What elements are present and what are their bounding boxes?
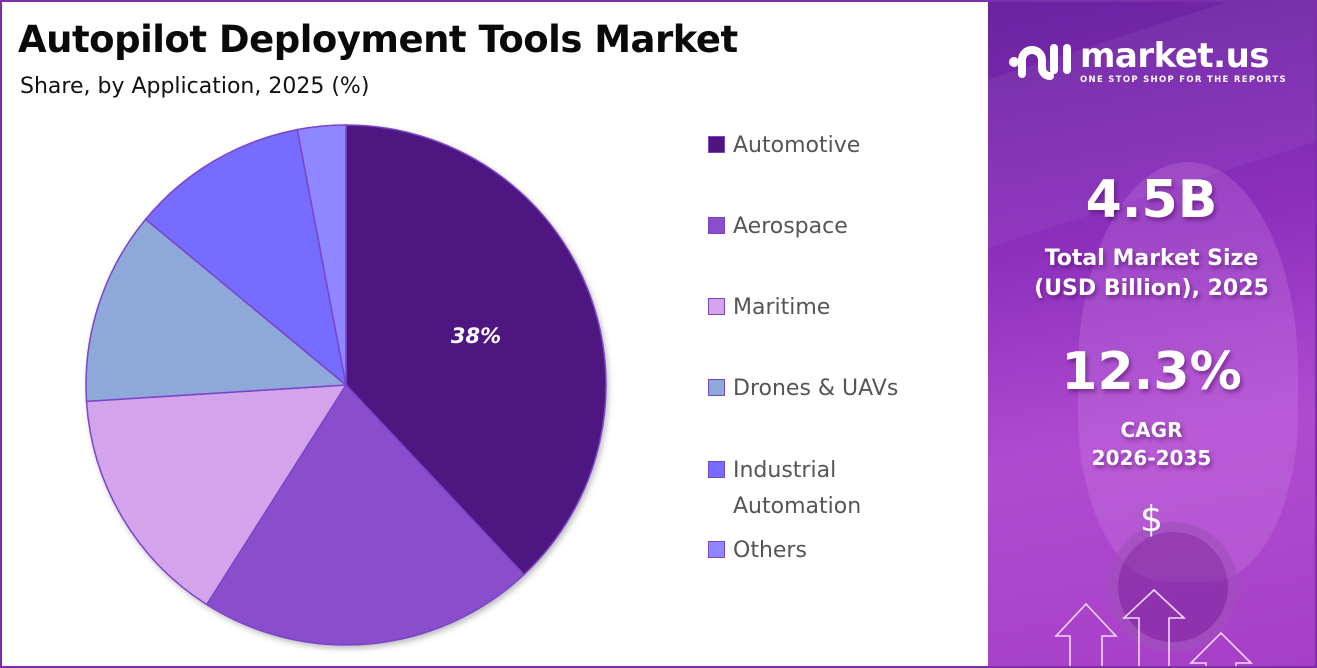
legend-swatch [708, 217, 725, 234]
pie-slice-aerospace [205, 383, 526, 646]
pie-slice-automotive [345, 124, 607, 576]
background-decoration [1078, 162, 1298, 582]
legend-label-line2: Automation [733, 494, 862, 519]
legend-label: Others [733, 538, 807, 563]
slice-label-automotive: 38% [451, 324, 501, 348]
cagr-label-line1: CAGR [1120, 418, 1183, 442]
dollar-icon: $ [1140, 499, 1163, 540]
market-size-label-line1: Total Market Size [1044, 246, 1259, 271]
summary-panel: market.us ONE STOP SHOP FOR THE REPORTS … [988, 2, 1315, 666]
legend-label: Automotive [733, 133, 861, 158]
pie-slice-maritime [85, 384, 348, 606]
cagr-label: CAGR 2026-2035 [988, 416, 1315, 472]
brand-logo: market.us ONE STOP SHOP FOR THE REPORTS [1008, 38, 1287, 86]
legend-label-line1: Industrial [733, 458, 837, 483]
brand-tagline: ONE STOP SHOP FOR THE REPORTS [1080, 75, 1287, 85]
legend-item-aerospace: Aerospace [708, 209, 848, 245]
legend-item-automotive: Automotive [708, 128, 860, 164]
pie-slice-drones [85, 218, 348, 403]
legend-item-maritime: Maritime [708, 290, 830, 326]
legend-label: Drones & UAVs [733, 376, 899, 401]
chart-title: Autopilot Deployment Tools Market [18, 18, 738, 61]
legend-label: Maritime [733, 295, 831, 320]
legend-item-industrial-automation: Industrial Automation [708, 453, 861, 525]
cagr-value: 12.3% [1061, 342, 1242, 402]
brand-name: market.us [1080, 36, 1270, 76]
growth-arrows-icon [1054, 588, 1253, 666]
coffee-cup-decoration [1108, 522, 1238, 652]
legend-swatch [708, 541, 725, 558]
market-size-label: Total Market Size (USD Billion), 2025 [988, 244, 1315, 304]
legend-swatch [708, 136, 725, 153]
market-us-logo-icon [1009, 44, 1071, 80]
pie-slice-industrial-automation [144, 128, 348, 387]
market-size-value: 4.5B [1085, 170, 1218, 230]
market-size-label-line2: (USD Billion), 2025 [1034, 276, 1269, 301]
legend-item-drones: Drones & UAVs [708, 371, 898, 407]
cagr-label-line2: 2026-2035 [1091, 446, 1212, 470]
legend-swatch [708, 298, 725, 315]
pie-chart: 38% [85, 124, 607, 646]
legend-label: Aerospace [733, 214, 848, 239]
chart-subtitle: Share, by Application, 2025 (%) [20, 74, 370, 99]
pie-slice-others [296, 124, 347, 386]
legend-swatch [708, 461, 725, 478]
legend-label-multiline: Industrial Automation [733, 453, 861, 525]
legend-swatch [708, 379, 725, 396]
legend-item-others: Others [708, 533, 807, 569]
